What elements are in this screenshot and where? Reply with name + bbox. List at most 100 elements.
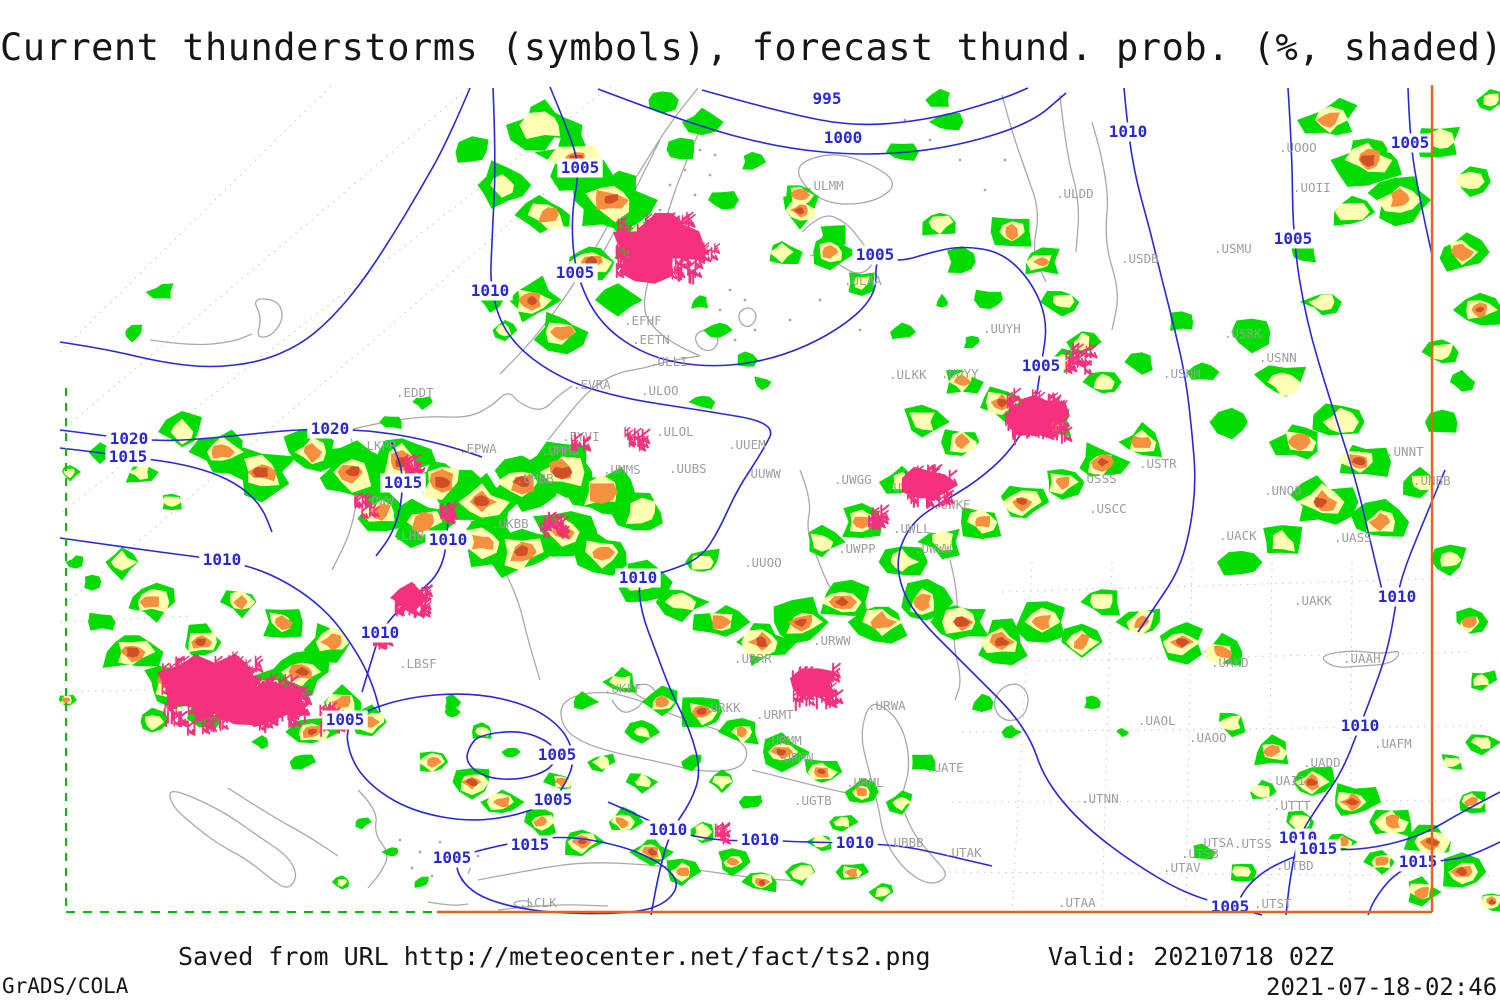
station-label-UASS: .UASS [1334, 530, 1372, 545]
station-label-UWWW: .UWWW [914, 541, 952, 556]
station-label-UAII: .UAII [1268, 773, 1306, 788]
isobar-value-label: 1020 [311, 419, 350, 438]
station-label-layer: .ULMM .ULDD .ULAA .USMU .USDB .UOOO .UOII .EFHF… [356, 140, 1451, 911]
footer-generator: GrADS/COLA [2, 974, 129, 998]
isobar-995 [701, 87, 1029, 126]
station-label-ULAA: .ULAA [844, 273, 882, 288]
isobar-value-label: 1005 [1391, 133, 1430, 152]
station-label-URKK: .URKK [703, 700, 741, 715]
isobar-1005 [466, 730, 557, 780]
isobar-value-label: 1010 [429, 530, 468, 549]
station-label-UTAV: .UTAV [1163, 860, 1201, 875]
isobar-layer [59, 86, 1500, 916]
station-label-UATE: .UATE [926, 760, 964, 775]
isobar-value-label: 1010 [471, 281, 510, 300]
station-label-UTSA: .UTSA [1196, 835, 1234, 850]
footer-timestamp: 2021-07-18-02:46 [1266, 973, 1498, 1001]
station-label-ULDD: .ULDD [1056, 186, 1094, 201]
station-label-USTR: .USTR [1139, 456, 1177, 471]
isobar-value-label: 1010 [836, 833, 875, 852]
station-label-ULOO: .ULOO [641, 383, 679, 398]
footer-saved-url: Saved from URL http://meteocenter.net/fa… [178, 942, 931, 971]
station-label-UAKD: .UAKD [1211, 655, 1249, 670]
isobar-value-label: 1000 [824, 128, 863, 147]
station-label-UKFF: .UKFF [604, 681, 642, 696]
isobar-value-label: 1005 [556, 263, 595, 282]
coastline [694, 329, 719, 352]
station-label-USCC: .USCC [1089, 501, 1127, 516]
station-label-UTSS: .UTSS [1234, 836, 1272, 851]
isobar-1010 [490, 87, 772, 916]
coastline [497, 904, 609, 911]
station-label-UAOL: .UAOL [1138, 713, 1176, 728]
isobar-1005 [1287, 87, 1383, 591]
coastline [254, 298, 283, 338]
coastline [339, 385, 573, 433]
coastline [513, 900, 533, 908]
station-label-ULOL: .ULOL [656, 424, 694, 439]
isobar-value-label: 1010 [649, 820, 688, 839]
station-label-UWPP: .UWPP [838, 541, 876, 556]
map-frame-layer [65, 85, 1434, 914]
station-label-LHBP: .LHBP [394, 528, 432, 543]
isobar-label-layer: 995 1000 1005 1005 1005 1005 1005 1005 1005 1005 1… [105, 89, 1441, 917]
isobar-value-label: 1015 [384, 473, 423, 492]
coastline [1091, 121, 1118, 331]
station-label-UUYH: .UUYH [983, 321, 1021, 336]
isobar-1010 [1123, 87, 1196, 633]
isobar-value-label: 1010 [361, 623, 400, 642]
station-label-UOII: .UOII [1293, 180, 1331, 195]
station-label-UAAH: .UAAH [1343, 651, 1381, 666]
isobar-value-label: 1015 [1399, 852, 1438, 871]
coastline [611, 699, 645, 713]
isobar-value-label: 1010 [1341, 716, 1380, 735]
probability-shading-layer [58, 88, 1500, 912]
station-label-UAFM: .UAFM [1374, 736, 1412, 751]
coastline [560, 691, 748, 772]
isobar-value-label: 1020 [110, 429, 149, 448]
station-label-EFHF: .EFHF [624, 313, 662, 328]
station-label-UGTB: .UGTB [794, 793, 832, 808]
station-label-UWGG: .UWGG [834, 472, 872, 487]
station-label-USRK: .USRK [1224, 326, 1262, 341]
storm-symbol-layer [156, 211, 1098, 845]
isobar-value-label: 1005 [1274, 229, 1313, 248]
isobar-value-label: 1005 [856, 245, 895, 264]
coastline [477, 862, 801, 882]
coastline [993, 683, 1029, 722]
isobar-value-label: 1010 [619, 568, 658, 587]
station-label-EDDT: .EDDT [396, 385, 434, 400]
station-label-ULLI: .ULLI [650, 354, 688, 369]
station-label-UAKK: .UAKK [1294, 593, 1332, 608]
station-label-ULMM: .ULMM [806, 178, 844, 193]
isobar-value-label: 1010 [203, 550, 242, 569]
isobar-value-label: 1005 [538, 745, 577, 764]
coastline-layer [149, 87, 1400, 911]
station-label-ULKK: .ULKK [889, 367, 927, 382]
station-label-UUYY: .UUYY [941, 366, 979, 381]
station-label-LBSF: .LBSF [399, 656, 437, 671]
station-label-UUEM: .UUEM [728, 437, 766, 452]
station-label-UTBD: .UTBD [1276, 858, 1314, 873]
station-label-UMMS: .UMMS [603, 462, 641, 477]
isobar-value-label: 1015 [109, 447, 148, 466]
station-label-LCLK: .LCLK [519, 895, 557, 910]
station-label-UOOO: .UOOO [1279, 140, 1317, 155]
station-label-UTNN: .UTNN [1081, 791, 1119, 806]
coastline [547, 355, 701, 441]
isobar-value-label: 1005 [1022, 356, 1061, 375]
station-label-UNOO: .UNOO [1264, 483, 1302, 498]
station-label-URMT: .URMT [756, 707, 794, 722]
isobar-1015 [59, 87, 471, 368]
station-label-UWLL: .UWLL [893, 521, 931, 536]
coastline [1322, 650, 1400, 668]
station-label-URML: .URML [846, 775, 884, 790]
station-label-URWA: .URWA [868, 698, 906, 713]
coastline [1001, 94, 1047, 283]
station-label-URMM: .URMM [764, 733, 802, 748]
station-label-UWKE: .UWKE [933, 497, 971, 512]
isobar-value-label: 1010 [1109, 122, 1148, 141]
coastline [227, 787, 339, 857]
isobar-value-label: 1005 [534, 790, 573, 809]
